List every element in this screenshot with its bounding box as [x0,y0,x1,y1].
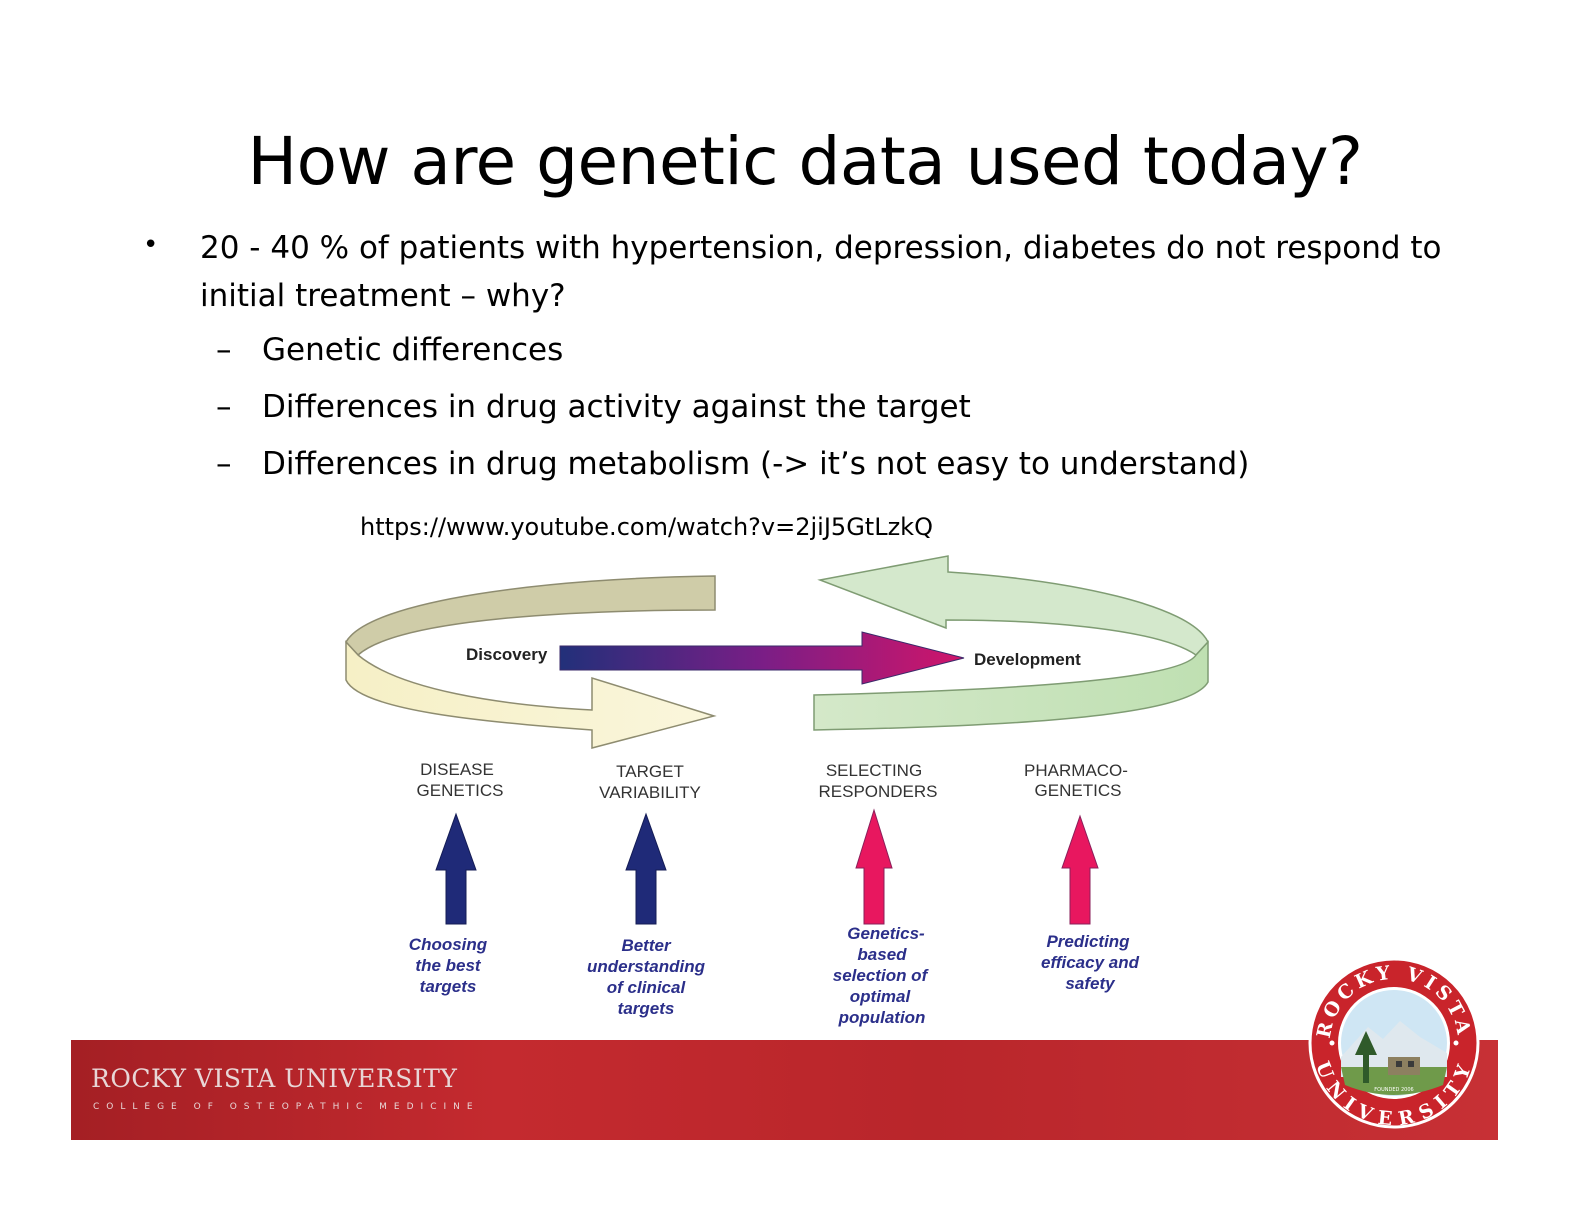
sub-bullet-text: Differences in drug metabolism (-> it’s … [262,446,1250,482]
stage-1-up-arrow [435,812,477,925]
discovery-cycle-arrow [345,640,717,749]
stage-4-caption-line3: safety [1065,974,1116,993]
sub-bullet-3: – Differences in drug metabolism (-> it’s… [216,446,1250,482]
college-name: COLLEGE OF OSTEOPATHIC MEDICINE [93,1102,480,1112]
stage-3-caption-line4: optimal [850,987,912,1006]
drug-discovery-cycle-diagram: Discovery Development DISEASE GENETICS T… [345,555,1209,1027]
discovery-label: Discovery [466,645,548,664]
stage-2-heading-line1: TARGET [616,762,684,781]
stage-3-caption-line1: Genetics- [847,924,925,943]
stage-4-heading-line2: GENETICS [1035,781,1122,800]
stage-4-caption-line2: efficacy and [1041,953,1140,972]
stage-1-caption-line3: targets [420,977,477,996]
development-label: Development [974,650,1081,669]
video-link[interactable]: https://www.youtube.com/watch?v=2jiJ5GtL… [360,513,933,541]
stage-2-up-arrow [625,812,667,925]
stage-4-heading-line1: PHARMACO- [1024,761,1128,780]
stage-2-caption-line4: targets [618,999,675,1018]
development-cycle-bottom-band [813,640,1209,731]
slide-title: How are genetic data used today? [247,123,1363,200]
stage-3-heading-line1: SELECTING [826,761,922,780]
stage-4-caption-line1: Predicting [1046,932,1130,951]
sub-bullet-2: – Differences in drug activity against th… [216,389,971,425]
university-seal-logo: ROCKY VISTA UNIVERSITY FOUNDED 2006 [1308,957,1480,1129]
stage-1-caption-line1: Choosing [409,935,488,954]
stage-3-up-arrow [855,808,893,925]
stage-2-heading-line2: VARIABILITY [599,783,701,802]
stage-1-heading-line1: DISEASE [420,760,494,779]
university-wordmark: ROCKY VISTA UNIVERSITY [91,1064,458,1093]
discovery-cycle-top-band [345,575,716,657]
stage-2-caption-line2: understanding [587,957,706,976]
stage-3-caption-line5: population [838,1008,926,1027]
sub-bullet-1: – Genetic differences [216,332,564,368]
stage-2-caption-line1: Better [621,936,672,955]
discovery-to-development-arrow [559,631,965,685]
sub-bullet-text: Differences in drug activity against the… [262,389,971,425]
stage-1-caption-line2: the best [415,956,482,975]
stage-1-heading-line2: GENETICS [417,781,504,800]
footer-banner: ROCKY VISTA UNIVERSITY COLLEGE OF OSTEOP… [71,1040,1498,1140]
bullet-marker: • [143,230,159,260]
stage-2-caption-line3: of clinical [607,978,687,997]
sub-bullet-text: Genetic differences [262,332,564,368]
stage-4-up-arrow [1061,814,1099,925]
stage-3-caption-line3: selection of [833,966,930,985]
seal-founded-text: FOUNDED 2006 [1374,1087,1413,1093]
stage-3-heading-line2: RESPONDERS [818,782,937,801]
stage-3-caption-line2: based [857,945,907,964]
main-bullet: 20 - 40 % of patients with hypertension,… [200,230,1442,314]
